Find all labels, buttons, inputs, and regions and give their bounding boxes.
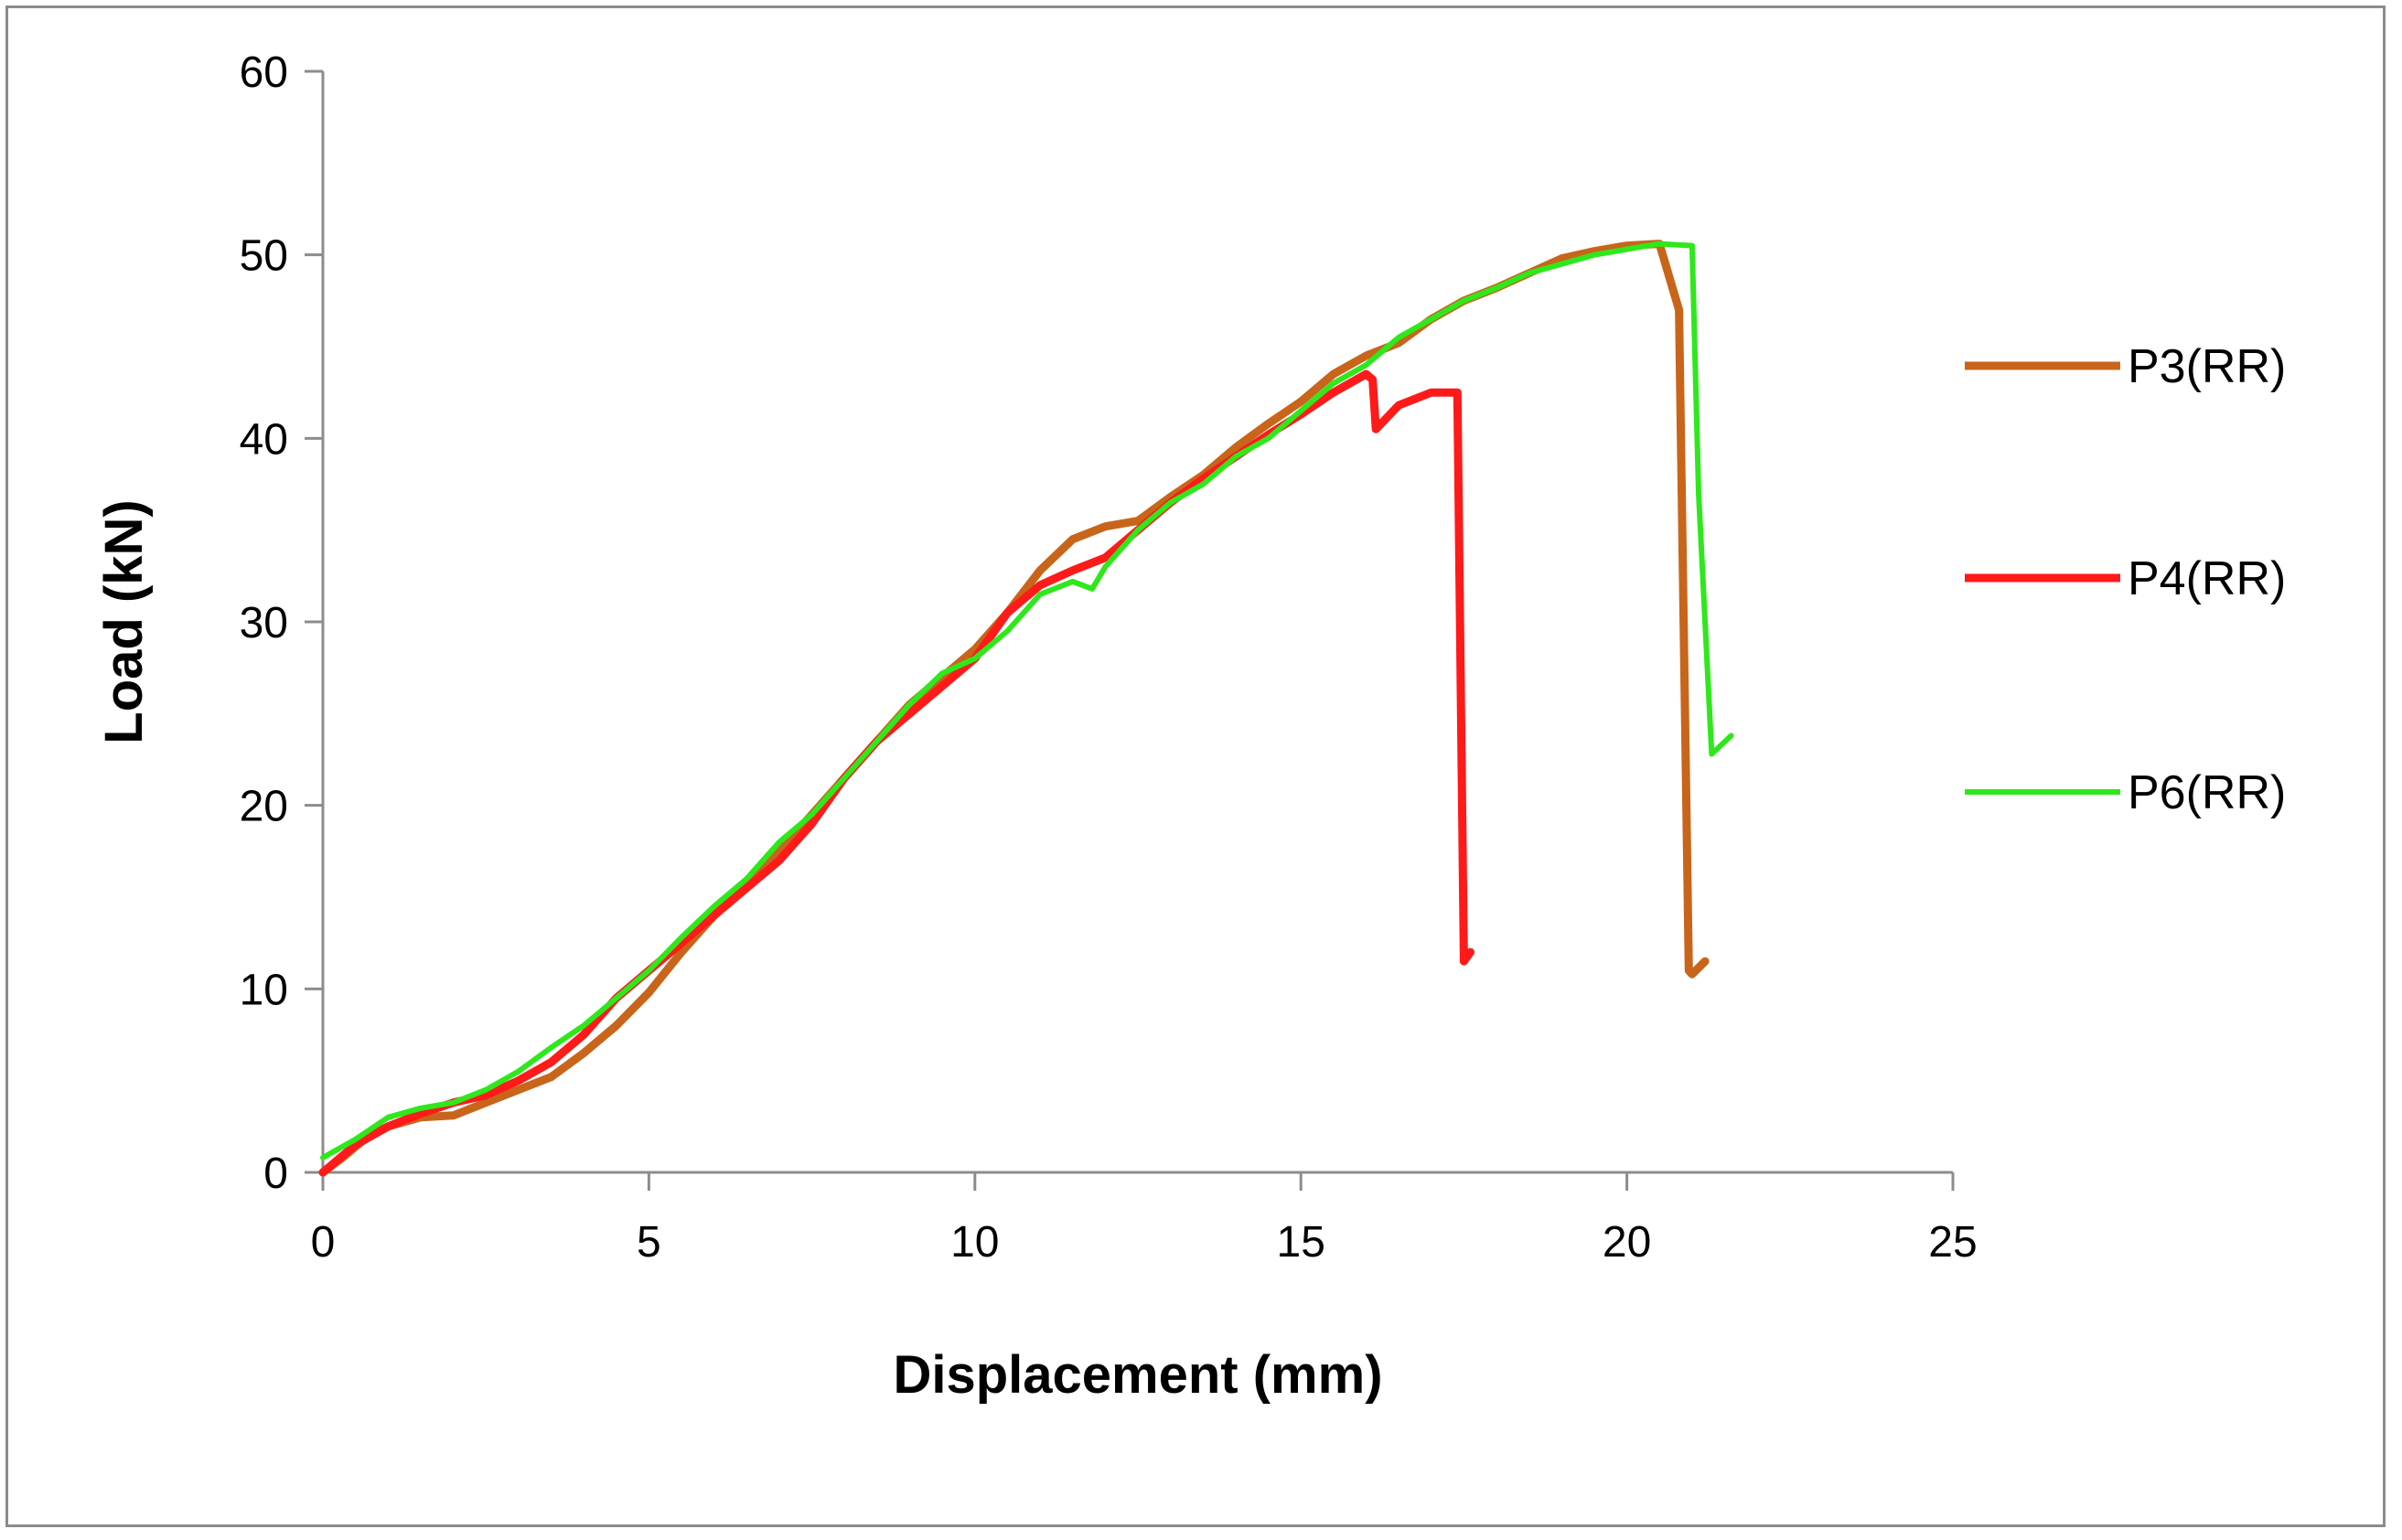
legend-label: P3(RR) — [2128, 340, 2286, 393]
series-line-p3-rr — [318, 240, 1710, 1177]
x-tick-label: 20 — [1603, 1218, 1651, 1267]
y-tick-label: 50 — [240, 232, 288, 281]
y-tick-label: 40 — [240, 415, 288, 464]
legend-label: P6(RR) — [2128, 766, 2286, 819]
y-tick-label: 60 — [240, 48, 288, 97]
y-axis-title: Load (kN) — [94, 499, 154, 743]
x-tick-label: 0 — [311, 1218, 336, 1267]
y-tick-label: 10 — [240, 966, 288, 1014]
tick-labels: 0 10 20 30 40 50 60 0 5 10 15 20 25 — [240, 48, 1978, 1267]
x-tick-label: 5 — [637, 1218, 661, 1267]
x-tick-label: 15 — [1277, 1218, 1325, 1267]
legend-label: P4(RR) — [2128, 552, 2286, 605]
chart-frame — [5, 5, 2386, 1527]
y-tick-label: 0 — [263, 1150, 288, 1198]
legend-item: P6(RR) — [1965, 766, 2286, 819]
legend: P3(RR) P4(RR) P6(RR) — [1965, 340, 2286, 819]
legend-item: P4(RR) — [1965, 552, 2286, 605]
x-tick-label: 10 — [950, 1218, 999, 1267]
y-tick-label: 20 — [240, 783, 288, 831]
legend-item: P3(RR) — [1965, 340, 2286, 393]
series-lines — [318, 240, 1734, 1177]
x-tick-label: 25 — [1928, 1218, 1977, 1267]
x-axis-title: Displacement (mm) — [893, 1345, 1382, 1405]
y-tick-label: 30 — [240, 599, 288, 647]
axes — [321, 71, 1953, 1174]
series-line-p6-rr — [320, 241, 1734, 1160]
series-line-p4-rr — [318, 369, 1474, 1177]
